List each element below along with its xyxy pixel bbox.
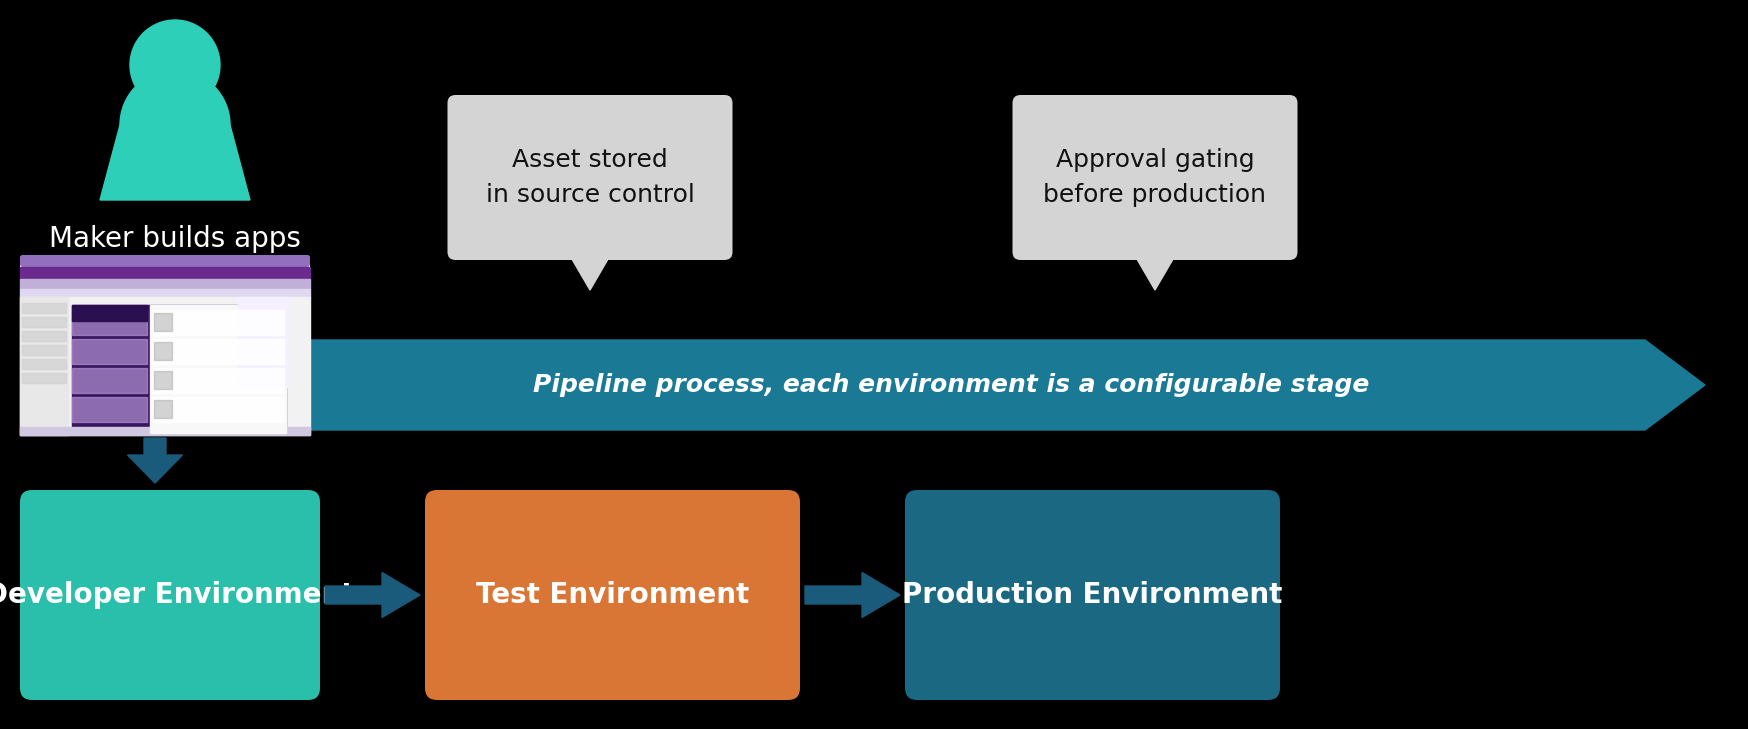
Polygon shape (309, 340, 1704, 430)
Bar (152, 368, 283, 393)
Circle shape (121, 70, 231, 180)
Bar (23, 373, 66, 383)
Bar (152, 397, 283, 422)
Bar (19, 427, 309, 435)
FancyArrow shape (325, 572, 420, 617)
Text: Developer Environment: Developer Environment (0, 581, 355, 609)
Bar (154, 400, 171, 418)
Polygon shape (100, 125, 250, 200)
FancyBboxPatch shape (447, 95, 732, 260)
Bar (19, 297, 68, 435)
FancyBboxPatch shape (19, 255, 309, 435)
FancyBboxPatch shape (904, 490, 1280, 700)
Bar (23, 303, 66, 313)
Text: Test Environment: Test Environment (475, 581, 748, 609)
Bar (19, 297, 309, 435)
Bar (72, 310, 147, 335)
Text: Approval gating
before production: Approval gating before production (1044, 148, 1266, 207)
Circle shape (129, 20, 220, 110)
Text: Asset stored
in source control: Asset stored in source control (486, 148, 694, 207)
Bar (19, 267, 309, 279)
FancyBboxPatch shape (19, 255, 309, 267)
FancyArrow shape (804, 572, 900, 617)
Text: Maker builds apps: Maker builds apps (49, 225, 301, 253)
Bar (152, 339, 283, 364)
Bar (72, 339, 147, 364)
Bar (23, 345, 66, 355)
Bar (72, 305, 147, 321)
FancyBboxPatch shape (425, 490, 799, 700)
Bar (19, 279, 309, 289)
Bar (154, 371, 171, 389)
Bar (152, 310, 283, 335)
Bar (154, 342, 171, 360)
Bar (23, 331, 66, 341)
Bar (154, 313, 171, 331)
Bar (19, 289, 309, 297)
FancyBboxPatch shape (19, 490, 320, 700)
FancyArrow shape (128, 438, 182, 483)
Polygon shape (572, 260, 607, 290)
Bar (23, 359, 66, 369)
FancyBboxPatch shape (1012, 95, 1297, 260)
Bar (72, 397, 147, 422)
Bar (72, 305, 287, 433)
Text: Production Environment: Production Environment (902, 581, 1281, 609)
Bar (238, 297, 288, 387)
Text: Pipeline process, each environment is a configurable stage: Pipeline process, each environment is a … (533, 373, 1369, 397)
Bar (72, 368, 147, 393)
Bar (23, 317, 66, 327)
Polygon shape (1136, 260, 1171, 290)
Bar (150, 305, 287, 433)
